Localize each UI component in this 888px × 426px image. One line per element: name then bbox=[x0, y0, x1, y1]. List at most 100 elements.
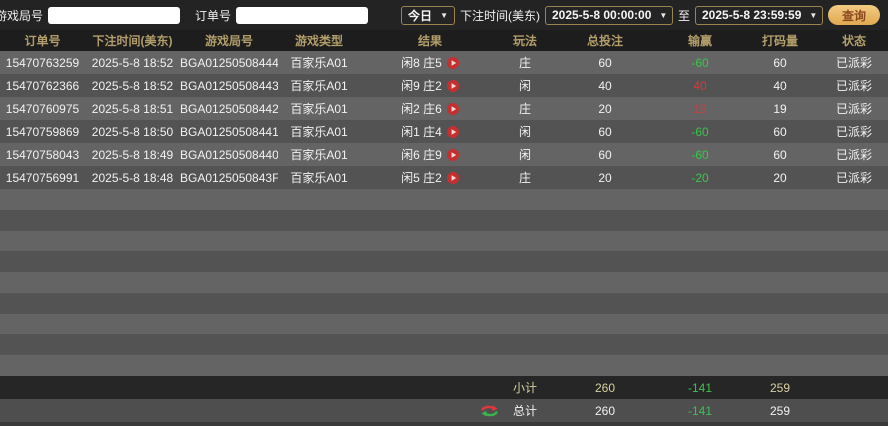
win-loss-cell: -60 bbox=[691, 147, 709, 162]
turnover-cell: 60 bbox=[773, 55, 787, 70]
win-loss-cell: -60 bbox=[691, 124, 709, 139]
result-text: 闲6 庄9 bbox=[401, 148, 442, 162]
status-cell: 已派彩 bbox=[835, 102, 872, 116]
status-cell: 已派彩 bbox=[835, 171, 872, 185]
empty-row bbox=[0, 334, 888, 356]
win-loss-cell: 40 bbox=[693, 78, 707, 93]
result-text: 闲1 庄4 bbox=[401, 125, 442, 139]
total-label: 总计 bbox=[512, 404, 537, 418]
play-video-icon[interactable] bbox=[446, 56, 459, 69]
play-type-cell: 庄 bbox=[518, 102, 531, 116]
play-video-icon[interactable] bbox=[446, 125, 459, 138]
chevron-down-icon: ▼ bbox=[440, 10, 448, 20]
swap-arrows-icon[interactable] bbox=[481, 404, 498, 418]
empty-row bbox=[0, 292, 888, 314]
order-no-cell: 15470756991 bbox=[5, 170, 80, 185]
swap-cell bbox=[360, 404, 500, 418]
bet-time-cell: 2025-5-8 18:50 bbox=[91, 124, 174, 139]
empty-row bbox=[0, 189, 888, 210]
header-bet-time: 下注时间(美东) bbox=[92, 34, 173, 48]
date-to-value: 2025-5-8 23:59:59 bbox=[702, 8, 802, 22]
total-bet-cell: 60 bbox=[598, 124, 612, 139]
table-row: 15470759869 2025-5-8 18:50 BGA01250508441 百… bbox=[0, 120, 888, 143]
to-label: 至 bbox=[677, 8, 690, 23]
header-game-type: 游戏类型 bbox=[294, 34, 343, 48]
play-video-icon[interactable] bbox=[446, 148, 459, 161]
header-play-type: 玩法 bbox=[512, 34, 537, 48]
total-bet-cell: 40 bbox=[598, 78, 612, 93]
order-no-input[interactable] bbox=[236, 6, 369, 24]
status-cell: 已派彩 bbox=[835, 79, 872, 93]
bottom-strip bbox=[0, 422, 888, 426]
empty-row bbox=[0, 313, 888, 335]
header-total-bet: 总投注 bbox=[586, 34, 623, 48]
table-row: 15470758043 2025-5-8 18:49 BGA01250508440 百… bbox=[0, 143, 888, 166]
game-round-label: 游戏局号 bbox=[0, 8, 44, 23]
play-type-cell: 闲 bbox=[518, 79, 531, 93]
empty-row bbox=[0, 251, 888, 273]
subtotal-label: 小计 bbox=[512, 381, 537, 395]
bet-time-label: 下注时间(美东) bbox=[459, 8, 540, 23]
game-type-cell: 百家乐A01 bbox=[290, 125, 348, 139]
empty-row bbox=[0, 230, 888, 252]
order-no-label: 订单号 bbox=[195, 8, 232, 23]
play-video-icon[interactable] bbox=[446, 102, 459, 115]
table-body: 15470763259 2025-5-8 18:52 BGA01250508444 百… bbox=[0, 51, 888, 377]
header-result: 结果 bbox=[417, 34, 442, 48]
total-bet-cell: 60 bbox=[598, 55, 612, 70]
order-no-cell: 15470759869 bbox=[5, 124, 80, 139]
total-win-loss: -141 bbox=[687, 403, 713, 418]
game-type-cell: 百家乐A01 bbox=[290, 171, 348, 185]
round-no-cell: BGA01250508441 bbox=[180, 124, 278, 139]
total-bet-cell: 60 bbox=[598, 147, 612, 162]
header-order-no: 订单号 bbox=[24, 34, 61, 48]
date-to-select[interactable]: 2025-5-8 23:59:59 ▼ bbox=[695, 5, 823, 25]
turnover-cell: 60 bbox=[773, 147, 787, 162]
round-no-cell: BGA01250508440 bbox=[180, 147, 278, 162]
result-cell: 闲5 庄2 bbox=[360, 169, 500, 186]
round-no-cell: BGA01250508442 bbox=[180, 101, 278, 116]
empty-row bbox=[0, 355, 888, 377]
result-text: 闲5 庄2 bbox=[401, 171, 442, 185]
empty-row bbox=[0, 209, 888, 231]
bet-time-cell: 2025-5-8 18:49 bbox=[91, 147, 174, 162]
subtotal-total-bet: 260 bbox=[594, 380, 616, 395]
round-no-cell: BGA01250508444 bbox=[180, 55, 278, 70]
round-no-cell: BGA01250508443 bbox=[180, 78, 278, 93]
play-video-icon[interactable] bbox=[446, 171, 459, 184]
date-from-select[interactable]: 2025-5-8 00:00:00 ▼ bbox=[544, 5, 673, 25]
result-cell: 闲8 庄5 bbox=[360, 54, 500, 71]
subtotal-row: 小计 260 -141 259 bbox=[0, 376, 888, 399]
empty-row bbox=[0, 272, 888, 293]
order-no-cell: 15470760975 bbox=[5, 101, 80, 116]
subtotal-win-loss: -141 bbox=[687, 380, 713, 395]
order-no-cell: 15470762366 bbox=[5, 78, 80, 93]
play-video-icon[interactable] bbox=[446, 79, 459, 92]
order-no-cell: 15470758043 bbox=[5, 147, 80, 162]
total-turnover: 259 bbox=[769, 403, 791, 418]
date-range-select[interactable]: 今日 ▼ bbox=[400, 5, 455, 25]
header-status: 状态 bbox=[841, 34, 866, 48]
game-type-cell: 百家乐A01 bbox=[290, 79, 348, 93]
play-type-cell: 闲 bbox=[518, 148, 531, 162]
total-total-bet: 260 bbox=[594, 403, 616, 418]
result-text: 闲2 庄6 bbox=[401, 102, 442, 116]
win-loss-cell: -60 bbox=[691, 55, 709, 70]
game-round-input[interactable] bbox=[48, 6, 181, 24]
play-type-cell: 闲 bbox=[518, 125, 531, 139]
result-cell: 闲2 庄6 bbox=[360, 100, 500, 117]
status-cell: 已派彩 bbox=[835, 148, 872, 162]
table-row: 15470756991 2025-5-8 18:48 BGA0125050843F 百… bbox=[0, 166, 888, 189]
result-cell: 闲1 庄4 bbox=[360, 123, 500, 140]
filter-bar: 游戏局号 订单号 今日 ▼ 下注时间(美东) 2025-5-8 00:00:00… bbox=[0, 0, 888, 30]
header-round-no: 游戏局号 bbox=[204, 34, 253, 48]
query-button[interactable]: 查询 bbox=[828, 5, 880, 25]
date-range-value: 今日 bbox=[407, 8, 432, 23]
round-no-cell: BGA0125050843F bbox=[180, 170, 278, 185]
result-text: 闲8 庄5 bbox=[401, 56, 442, 70]
bet-time-cell: 2025-5-8 18:52 bbox=[91, 78, 174, 93]
win-loss-cell: -20 bbox=[691, 170, 709, 185]
chevron-down-icon: ▼ bbox=[659, 10, 668, 20]
subtotal-turnover: 259 bbox=[769, 380, 791, 395]
